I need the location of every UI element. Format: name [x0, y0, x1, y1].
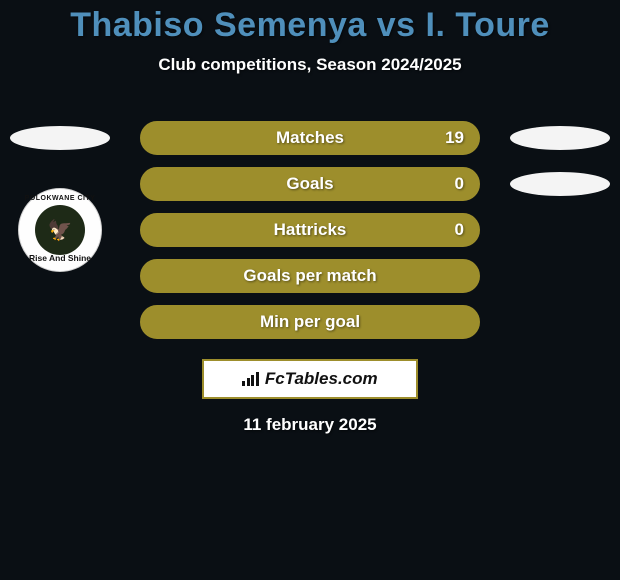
stat-bar: Hattricks 0 [140, 213, 480, 247]
club-badge-top-text: POLOKWANE CITY [25, 195, 96, 202]
stat-bar-label: Hattricks [274, 220, 347, 240]
content: Thabiso Semenya vs I. Toure Club competi… [0, 0, 620, 435]
date: 11 february 2025 [0, 415, 620, 435]
stat-bar-label: Min per goal [260, 312, 360, 332]
right-side-slot [510, 172, 610, 196]
stat-row: POLOKWANE CITY🦅Rise And ShineHattricks0 [0, 207, 620, 253]
club-badge-icon: 🦅 [35, 205, 85, 255]
club-badge: POLOKWANE CITY 🦅Rise And Shine [18, 188, 102, 272]
left-side-slot [10, 126, 110, 150]
stat-bar-value-right: 0 [455, 220, 464, 240]
comparison-title: Thabiso Semenya vs I. Toure [0, 6, 620, 45]
bar-chart-icon [242, 372, 259, 386]
player-marker-ellipse [510, 126, 610, 150]
stat-bar: Goals per match [140, 259, 480, 293]
stat-rows: Matches 19 Goals 0 POLOKWANE CITY 🦅Rise And S… [0, 115, 620, 345]
stat-bar-label: Matches [276, 128, 344, 148]
brand-text: FcTables.com [265, 369, 378, 389]
stat-bar-label: Goals [286, 174, 333, 194]
stat-bar: Matches 19 [140, 121, 480, 155]
subtitle: Club competitions, Season 2024/2025 [0, 55, 620, 75]
stat-bar-value-right: 0 [455, 174, 464, 194]
player-marker-ellipse [510, 172, 610, 196]
player-marker-ellipse [10, 126, 110, 150]
stat-row: Goals per match [0, 253, 620, 299]
stat-bar-label: Goals per match [243, 266, 376, 286]
club-badge-bottom-text: Rise And Shine [29, 253, 91, 263]
brand-box: FcTables.com [202, 359, 418, 399]
stat-row: Min per goal [0, 299, 620, 345]
stat-row: Matches 19 [0, 115, 620, 161]
stat-bar: Min per goal [140, 305, 480, 339]
right-side-slot [510, 126, 610, 150]
stat-bar-value-right: 19 [445, 128, 464, 148]
stat-bar: Goals 0 [140, 167, 480, 201]
